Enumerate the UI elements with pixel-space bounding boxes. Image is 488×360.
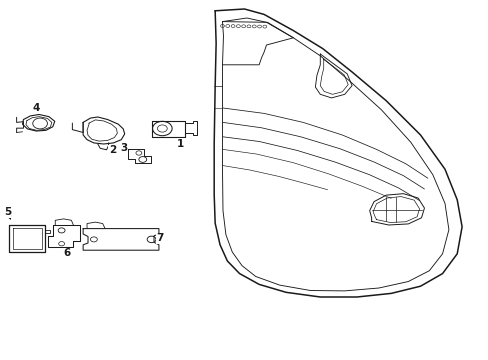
Text: 4: 4 <box>33 103 41 113</box>
Text: 3: 3 <box>120 143 127 153</box>
Text: 1: 1 <box>177 139 184 149</box>
Text: 2: 2 <box>109 145 116 156</box>
Text: 5: 5 <box>4 207 11 217</box>
Text: 6: 6 <box>64 248 71 258</box>
Text: 7: 7 <box>156 233 164 243</box>
